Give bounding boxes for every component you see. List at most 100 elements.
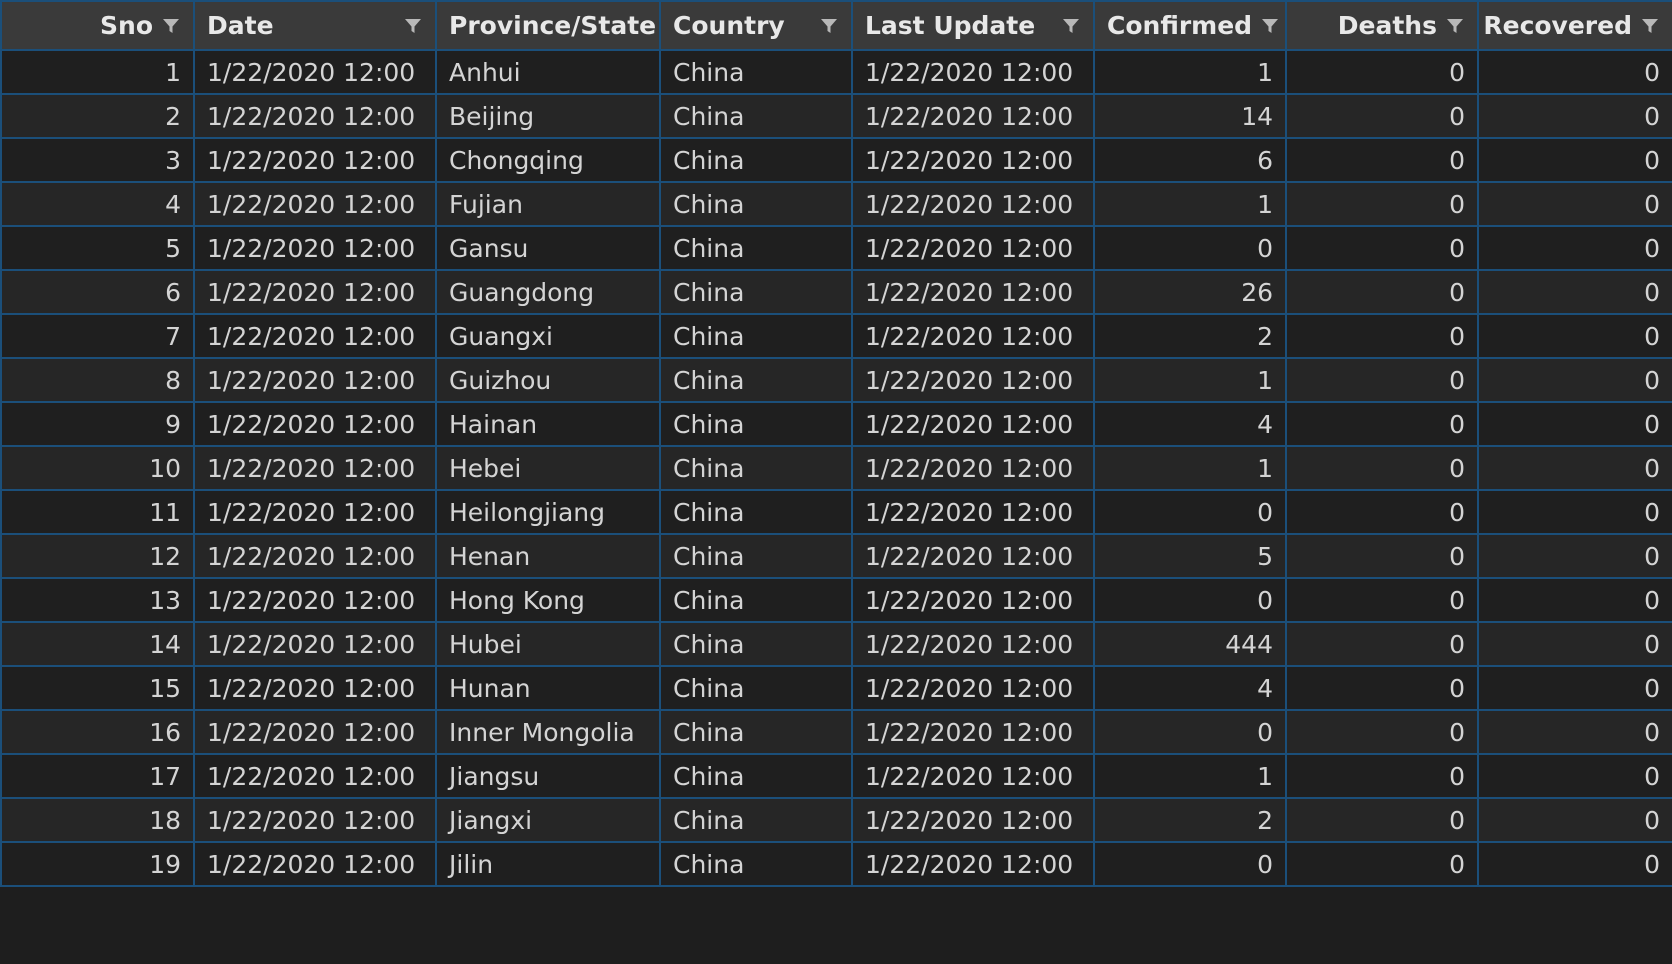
cell-date[interactable]: 1/22/2020 12:00: [193, 401, 437, 447]
table-row[interactable]: 13 1/22/2020 12:00 Hong Kong China 1/22/2020…: [0, 577, 1672, 623]
cell-deaths[interactable]: 0: [1285, 753, 1479, 799]
cell-province[interactable]: Jiangsu: [435, 753, 661, 799]
table-row[interactable]: 9 1/22/2020 12:00 Hainan China 1/22/2020 12:…: [0, 401, 1672, 447]
column-header-recovered[interactable]: Recovered: [1477, 0, 1672, 51]
cell-date[interactable]: 1/22/2020 12:00: [193, 841, 437, 887]
cell-confirmed[interactable]: 6: [1093, 137, 1287, 183]
table-row[interactable]: 3 1/22/2020 12:00 Chongqing China 1/22/2020 …: [0, 137, 1672, 183]
cell-province[interactable]: Hong Kong: [435, 577, 661, 623]
column-header-date[interactable]: Date: [193, 0, 437, 51]
cell-province[interactable]: Gansu: [435, 225, 661, 271]
cell-sno[interactable]: 9: [0, 401, 195, 447]
table-row[interactable]: 14 1/22/2020 12:00 Hubei China 1/22/2020 12:…: [0, 621, 1672, 667]
cell-last-update[interactable]: 1/22/2020 12:00: [851, 49, 1095, 95]
cell-date[interactable]: 1/22/2020 12:00: [193, 577, 437, 623]
cell-deaths[interactable]: 0: [1285, 49, 1479, 95]
column-header-sno[interactable]: Sno: [0, 0, 195, 51]
cell-country[interactable]: China: [659, 621, 853, 667]
cell-last-update[interactable]: 1/22/2020 12:00: [851, 93, 1095, 139]
cell-sno[interactable]: 6: [0, 269, 195, 315]
cell-province[interactable]: Beijing: [435, 93, 661, 139]
cell-province[interactable]: Hunan: [435, 665, 661, 711]
cell-sno[interactable]: 5: [0, 225, 195, 271]
cell-province[interactable]: Inner Mongolia: [435, 709, 661, 755]
filter-icon[interactable]: [819, 16, 839, 36]
filter-icon[interactable]: [161, 16, 181, 36]
cell-last-update[interactable]: 1/22/2020 12:00: [851, 181, 1095, 227]
cell-sno[interactable]: 15: [0, 665, 195, 711]
cell-date[interactable]: 1/22/2020 12:00: [193, 181, 437, 227]
cell-confirmed[interactable]: 1: [1093, 445, 1287, 491]
cell-deaths[interactable]: 0: [1285, 797, 1479, 843]
cell-country[interactable]: China: [659, 753, 853, 799]
cell-date[interactable]: 1/22/2020 12:00: [193, 753, 437, 799]
cell-country[interactable]: China: [659, 577, 853, 623]
cell-date[interactable]: 1/22/2020 12:00: [193, 709, 437, 755]
cell-deaths[interactable]: 0: [1285, 225, 1479, 271]
cell-recovered[interactable]: 0: [1477, 665, 1672, 711]
cell-deaths[interactable]: 0: [1285, 841, 1479, 887]
cell-recovered[interactable]: 0: [1477, 533, 1672, 579]
cell-confirmed[interactable]: 1: [1093, 49, 1287, 95]
cell-last-update[interactable]: 1/22/2020 12:00: [851, 313, 1095, 359]
cell-country[interactable]: China: [659, 137, 853, 183]
cell-deaths[interactable]: 0: [1285, 357, 1479, 403]
cell-sno[interactable]: 13: [0, 577, 195, 623]
cell-last-update[interactable]: 1/22/2020 12:00: [851, 225, 1095, 271]
cell-recovered[interactable]: 0: [1477, 621, 1672, 667]
cell-recovered[interactable]: 0: [1477, 313, 1672, 359]
cell-confirmed[interactable]: 2: [1093, 797, 1287, 843]
cell-country[interactable]: China: [659, 709, 853, 755]
cell-last-update[interactable]: 1/22/2020 12:00: [851, 269, 1095, 315]
cell-province[interactable]: Henan: [435, 533, 661, 579]
cell-province[interactable]: Hubei: [435, 621, 661, 667]
cell-recovered[interactable]: 0: [1477, 93, 1672, 139]
cell-confirmed[interactable]: 0: [1093, 841, 1287, 887]
column-header-country[interactable]: Country: [659, 0, 853, 51]
table-row[interactable]: 15 1/22/2020 12:00 Hunan China 1/22/2020 12:…: [0, 665, 1672, 711]
cell-recovered[interactable]: 0: [1477, 401, 1672, 447]
cell-confirmed[interactable]: 0: [1093, 489, 1287, 535]
column-header-last-update[interactable]: Last Update: [851, 0, 1095, 51]
cell-country[interactable]: China: [659, 49, 853, 95]
cell-sno[interactable]: 10: [0, 445, 195, 491]
cell-date[interactable]: 1/22/2020 12:00: [193, 665, 437, 711]
cell-deaths[interactable]: 0: [1285, 621, 1479, 667]
cell-last-update[interactable]: 1/22/2020 12:00: [851, 577, 1095, 623]
cell-deaths[interactable]: 0: [1285, 577, 1479, 623]
cell-deaths[interactable]: 0: [1285, 313, 1479, 359]
cell-sno[interactable]: 8: [0, 357, 195, 403]
cell-deaths[interactable]: 0: [1285, 665, 1479, 711]
cell-sno[interactable]: 1: [0, 49, 195, 95]
cell-last-update[interactable]: 1/22/2020 12:00: [851, 841, 1095, 887]
cell-confirmed[interactable]: 5: [1093, 533, 1287, 579]
table-row[interactable]: 6 1/22/2020 12:00 Guangdong China 1/22/2020 …: [0, 269, 1672, 315]
table-row[interactable]: 8 1/22/2020 12:00 Guizhou China 1/22/2020 12…: [0, 357, 1672, 403]
cell-deaths[interactable]: 0: [1285, 93, 1479, 139]
cell-last-update[interactable]: 1/22/2020 12:00: [851, 665, 1095, 711]
cell-recovered[interactable]: 0: [1477, 357, 1672, 403]
table-row[interactable]: 5 1/22/2020 12:00 Gansu China 1/22/2020 12:0…: [0, 225, 1672, 271]
cell-country[interactable]: China: [659, 269, 853, 315]
cell-country[interactable]: China: [659, 489, 853, 535]
filter-icon[interactable]: [1640, 16, 1660, 36]
cell-date[interactable]: 1/22/2020 12:00: [193, 225, 437, 271]
cell-confirmed[interactable]: 0: [1093, 709, 1287, 755]
filter-icon[interactable]: [403, 16, 423, 36]
cell-recovered[interactable]: 0: [1477, 445, 1672, 491]
cell-confirmed[interactable]: 26: [1093, 269, 1287, 315]
cell-province[interactable]: Hebei: [435, 445, 661, 491]
cell-date[interactable]: 1/22/2020 12:00: [193, 797, 437, 843]
cell-province[interactable]: Chongqing: [435, 137, 661, 183]
cell-last-update[interactable]: 1/22/2020 12:00: [851, 445, 1095, 491]
cell-sno[interactable]: 2: [0, 93, 195, 139]
cell-recovered[interactable]: 0: [1477, 709, 1672, 755]
cell-date[interactable]: 1/22/2020 12:00: [193, 269, 437, 315]
cell-country[interactable]: China: [659, 357, 853, 403]
cell-country[interactable]: China: [659, 797, 853, 843]
cell-province[interactable]: Guizhou: [435, 357, 661, 403]
cell-recovered[interactable]: 0: [1477, 181, 1672, 227]
cell-recovered[interactable]: 0: [1477, 49, 1672, 95]
table-row[interactable]: 7 1/22/2020 12:00 Guangxi China 1/22/2020 12…: [0, 313, 1672, 359]
cell-recovered[interactable]: 0: [1477, 797, 1672, 843]
